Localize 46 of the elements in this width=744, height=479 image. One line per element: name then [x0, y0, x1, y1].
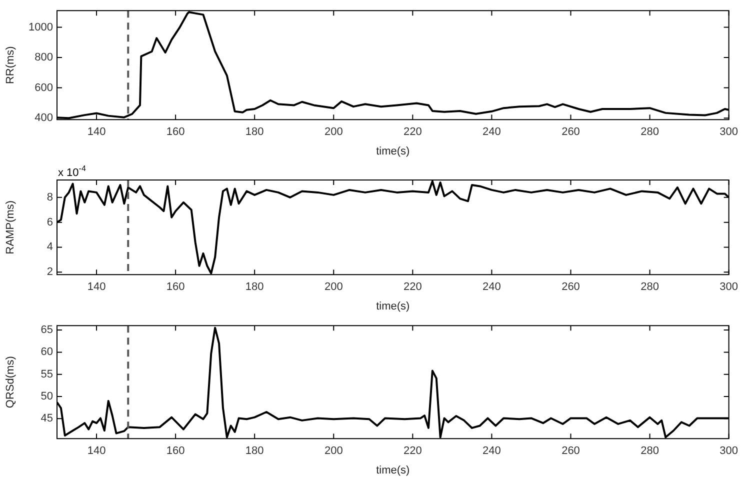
y-tick-label: 55 — [40, 368, 53, 380]
x-tick-label: 260 — [562, 126, 580, 138]
y-tick-label: 60 — [40, 346, 53, 358]
x-tick-label: 220 — [403, 281, 422, 294]
y-tick-label: 800 — [34, 52, 53, 64]
x-tick-label: 200 — [324, 126, 343, 138]
x-axis-title: time(s) — [376, 464, 410, 476]
x-tick-label: 140 — [87, 126, 106, 138]
y-axis-title: RAMP(ms) — [4, 200, 17, 254]
x-tick-label: 300 — [720, 281, 738, 294]
y-tick-label: 8 — [46, 191, 53, 204]
y-tick-label: 400 — [34, 112, 53, 124]
x-tick-label: 180 — [245, 281, 264, 294]
x-tick-label: 300 — [720, 445, 738, 458]
y-tick-label: 600 — [34, 82, 53, 94]
x-tick-label: 280 — [640, 126, 659, 138]
y-axis-title: RR(ms) — [4, 46, 17, 84]
x-tick-label: 260 — [562, 281, 580, 294]
y-tick-label: 6 — [46, 216, 53, 228]
x-tick-label: 160 — [166, 445, 185, 458]
y-tick-label: 2 — [46, 266, 53, 278]
y-tick-label: 4 — [46, 241, 53, 254]
x-tick-label: 300 — [720, 126, 738, 138]
x-tick-label: 200 — [324, 281, 343, 294]
x-tick-label: 180 — [245, 445, 264, 458]
x-tick-label: 180 — [245, 126, 264, 138]
x-axis-title: time(s) — [376, 300, 410, 312]
x-tick-label: 280 — [640, 445, 659, 458]
x-tick-label: 200 — [324, 445, 343, 458]
x-tick-label: 220 — [403, 445, 422, 458]
x-tick-label: 240 — [482, 281, 501, 294]
x-tick-label: 220 — [403, 126, 422, 138]
y-tick-label: 50 — [40, 390, 53, 403]
y-tick-label: 65 — [40, 324, 53, 336]
x-tick-label: 140 — [87, 281, 106, 294]
x-tick-label: 240 — [482, 126, 501, 138]
x-tick-label: 280 — [640, 281, 659, 294]
x-tick-label: 160 — [166, 126, 185, 138]
y-tick-label: 1000 — [28, 21, 53, 34]
x-tick-label: 260 — [562, 445, 580, 458]
x-axis-title: time(s) — [376, 145, 410, 158]
x-tick-label: 140 — [87, 445, 106, 458]
y-tick-label: 45 — [40, 412, 53, 425]
x-tick-label: 160 — [166, 281, 185, 294]
x-tick-label: 240 — [482, 445, 501, 458]
y-axis-title: QRSd(ms) — [4, 356, 17, 408]
